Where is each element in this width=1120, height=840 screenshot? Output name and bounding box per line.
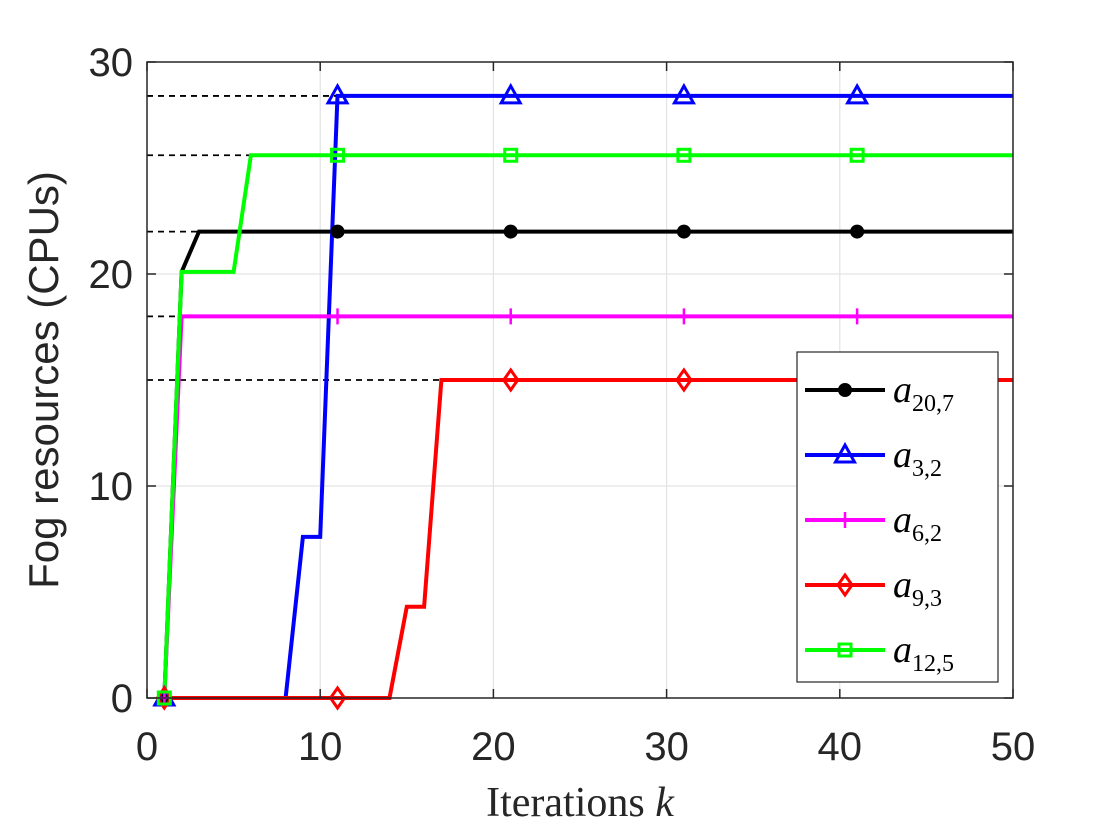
data-point-a-6-2 [675,308,692,325]
legend-label-main: a [893,369,912,411]
x-tick-label: 30 [644,725,689,769]
legend-marker [837,642,853,658]
legend-label-subscript: 9,3 [912,586,942,612]
data-point-a-9-3 [675,367,693,393]
x-tick-label: 10 [298,725,343,769]
axes: 0 10 20 30 40 50 0 10 20 30 [89,41,1036,769]
y-tick-label: 0 [111,677,133,721]
legend-marker [836,572,854,598]
legend-marker [832,441,858,464]
legend-label-main: a [893,499,912,541]
data-point-a-20-7 [330,224,345,239]
data-point-a-12-5 [849,147,865,163]
legend-item-a-9-3: a9,3 [805,564,942,612]
legend-label: a9,3 [893,564,942,612]
data-point-a-9-3 [501,367,520,393]
data-point-a-20-7 [850,224,865,239]
x-tick-label: 50 [991,725,1036,769]
legend-label-subscript: 12,5 [912,651,954,677]
legend-label-main: a [893,434,912,476]
legend-label-subscript: 3,2 [912,456,942,482]
x-axis-label-variable: k [655,780,675,826]
data-point-a-20-7 [676,224,691,239]
data-point-a-9-3 [328,685,347,711]
data-point-a-12-5 [503,147,519,163]
x-tick-label: 40 [818,725,863,769]
series-markers-a-3-2 [152,82,870,707]
y-tick-label: 20 [89,253,134,297]
data-point-a-3-2 [325,82,350,105]
y-tick-label: 10 [89,465,134,509]
legend-item-a-6-2: a6,2 [805,499,942,547]
legend-label: a6,2 [893,499,942,547]
x-tick-label: 0 [136,725,158,769]
legend-label-subscript: 20,7 [912,391,954,417]
legend-item-a-20-7: a20,7 [805,369,954,417]
legend-marker [838,383,852,397]
data-point-a-3-2 [845,82,870,105]
y-tick-label: 30 [89,41,134,85]
data-point-a-6-2 [502,308,519,325]
legend-label: a3,2 [893,434,942,482]
legend-box [796,351,999,683]
data-point-a-3-2 [671,82,696,105]
legend-label: a12,5 [893,629,954,677]
data-point-a-12-5 [330,147,346,163]
plot-area-frame [146,61,1014,699]
data-point-a-3-2 [498,82,523,105]
legend-label-main: a [893,564,912,606]
legend-label-subscript: 6,2 [912,521,942,547]
y-axis-label: Fog resources (CPUs) [20,171,67,589]
data-point-a-6-2 [849,308,866,325]
legend-label-main: a [893,629,912,671]
data-point-a-12-5 [676,147,692,163]
legend-label: a20,7 [893,369,954,417]
legend-item-a-12-5: a12,5 [805,629,954,677]
legend-marker [837,512,853,528]
legend-item-a-3-2: a3,2 [805,434,942,482]
x-axis-label-text: Iterations [486,780,645,826]
x-tick-label: 20 [471,725,516,769]
x-axis-label: Iterations k [486,780,675,826]
data-point-a-20-7 [503,224,518,239]
data-point-a-6-2 [329,308,346,325]
